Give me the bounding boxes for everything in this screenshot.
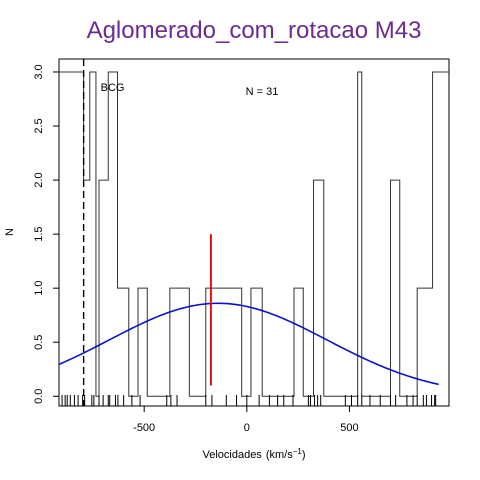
x-tick-label: 500 [340, 422, 358, 434]
y-tick-label: 2.0 [33, 172, 45, 187]
y-axis-label: N [4, 228, 16, 236]
y-tick-label: 0.5 [33, 335, 45, 350]
x-tick-label: -500 [133, 422, 155, 434]
y-tick-label: 2.5 [33, 118, 45, 133]
y-tick-label: 1.5 [33, 226, 45, 241]
y-axis: 0.0 0.5 1.0 1.5 2.0 2.5 3.0 [33, 64, 59, 404]
x-axis-unit-exponent: −1 [293, 447, 303, 456]
x-axis-label: Velocidades (km/s−1) [202, 447, 305, 461]
x-tick-label: 0 [244, 422, 250, 434]
bcg-label: BCG [101, 82, 125, 94]
x-axis-unit-close: ) [302, 449, 306, 461]
plot-frame [58, 58, 450, 407]
x-axis: -500 0 500 [133, 406, 359, 434]
x-axis-unit: (km/s [266, 449, 293, 461]
x-axis-label-text: Velocidades [202, 449, 262, 461]
rug-ticks [61, 395, 437, 406]
gaussian-fit-curve [58, 302, 439, 386]
y-tick-label: 1.0 [33, 281, 45, 296]
y-tick-label: 3.0 [33, 64, 45, 79]
count-annotation: N = 31 [246, 86, 279, 98]
y-tick-label: 0.0 [33, 389, 45, 404]
chart-title: Aglomerado_com_rotacao M43 [87, 17, 422, 44]
histogram-outline [59, 71, 449, 397]
